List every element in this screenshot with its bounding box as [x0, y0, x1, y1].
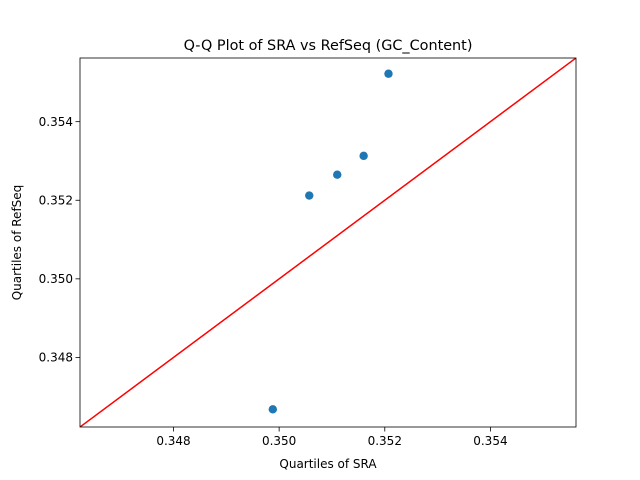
- data-point-4: [359, 151, 368, 161]
- data-point-2: [305, 191, 314, 200]
- data-point-1: [268, 405, 278, 414]
- y-tick-label: 0.352: [39, 194, 73, 208]
- chart-title: Q-Q Plot of SRA vs RefSeq (GC_Content): [184, 38, 473, 54]
- y-tick-label: 0.354: [39, 115, 73, 129]
- x-axis-label: Quartiles of SRA: [279, 457, 377, 471]
- y-tick-label: 0.350: [39, 272, 73, 286]
- y-axis: 0.348 0.350 0.352 0.354: [39, 115, 80, 365]
- axes-frame: [79, 57, 577, 428]
- y-tick-label: 0.348: [39, 351, 73, 365]
- x-tick-label: 0.354: [473, 434, 507, 448]
- x-tick-label: 0.348: [156, 434, 190, 448]
- x-axis: 0.348 0.350 0.352 0.354: [156, 427, 508, 448]
- y-axis-label: Quartiles of RefSeq: [10, 185, 24, 301]
- data-point-5: [384, 69, 393, 78]
- x-tick-label: 0.352: [368, 434, 402, 448]
- x-tick-label: 0.350: [262, 434, 296, 448]
- data-point-3: [333, 170, 342, 179]
- plot-area: [80, 58, 576, 427]
- reference-line: [80, 58, 576, 427]
